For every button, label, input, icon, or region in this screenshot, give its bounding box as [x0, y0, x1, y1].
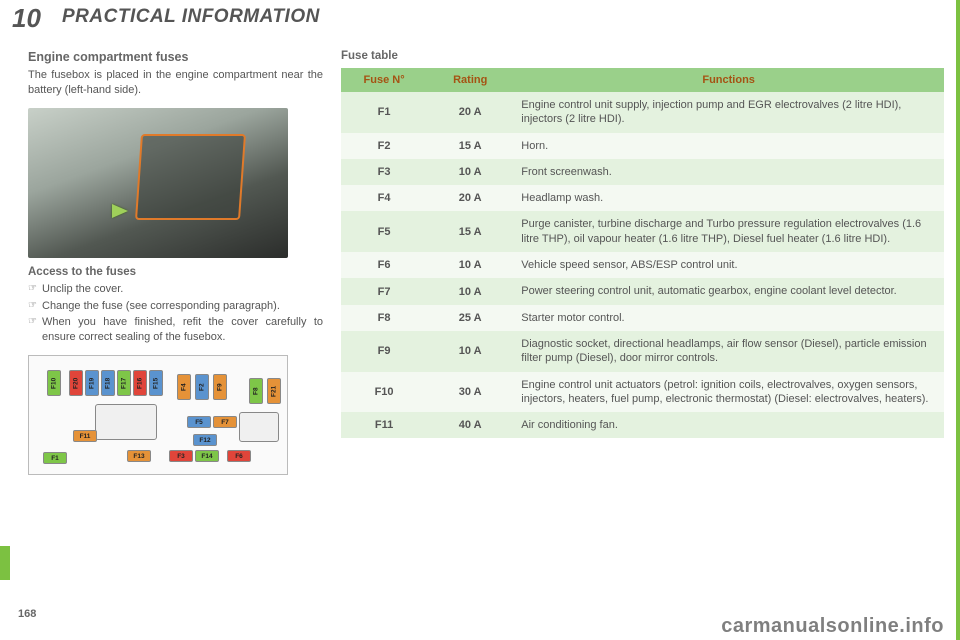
fuse-diagram-slot: F12 — [193, 434, 217, 446]
fuse-diagram-slot: F8 — [249, 378, 263, 404]
table-row: F1140 AAir conditioning fan. — [341, 412, 944, 438]
fuse-function: Engine control unit supply, injection pu… — [513, 92, 944, 133]
fuse-rating: 20 A — [427, 92, 513, 133]
fuse-number: F11 — [341, 412, 427, 438]
chapter-number: 10 — [12, 3, 41, 34]
fuse-number: F6 — [341, 252, 427, 278]
fuse-diagram-slot: F6 — [227, 450, 251, 462]
access-bullet: Unclip the cover. — [28, 282, 323, 297]
watermark: carmanualsonline.info — [721, 615, 944, 638]
fuse-rating: 40 A — [427, 412, 513, 438]
fuse-diagram-slot: F2 — [195, 374, 209, 400]
fuse-rating: 30 A — [427, 372, 513, 413]
access-bullet: When you have finished, refit the cover … — [28, 315, 323, 345]
col-functions: Functions — [513, 68, 944, 92]
fuse-rating: 15 A — [427, 211, 513, 252]
access-bullet: Change the fuse (see corresponding parag… — [28, 299, 323, 314]
fuse-function: Starter motor control. — [513, 305, 944, 331]
fuse-diagram-slot: F15 — [149, 370, 163, 396]
page-number: 168 — [18, 608, 36, 620]
fuse-number: F3 — [341, 159, 427, 185]
table-row: F710 APower steering control unit, autom… — [341, 278, 944, 304]
left-column: Engine compartment fuses The fusebox is … — [28, 50, 323, 475]
fuse-diagram-slot: F18 — [101, 370, 115, 396]
table-row: F120 AEngine control unit supply, inject… — [341, 92, 944, 133]
table-row: F1030 AEngine control unit actuators (pe… — [341, 372, 944, 413]
fuse-rating: 10 A — [427, 331, 513, 372]
fuse-diagram-slot: F11 — [73, 430, 97, 442]
fuse-number: F10 — [341, 372, 427, 413]
table-row: F215 AHorn. — [341, 133, 944, 159]
fuse-rating: 10 A — [427, 252, 513, 278]
fuse-diagram-slot: F20 — [69, 370, 83, 396]
fuse-diagram-slot: F21 — [267, 378, 281, 404]
fuse-function: Purge canister, turbine discharge and Tu… — [513, 211, 944, 252]
fuse-diagram-slot: F3 — [169, 450, 193, 462]
fuse-number: F1 — [341, 92, 427, 133]
fuse-diagram-slot: F5 — [187, 416, 211, 428]
fuse-diagram-slot: F19 — [85, 370, 99, 396]
engine-fuses-heading: Engine compartment fuses — [28, 50, 323, 64]
fuse-number: F4 — [341, 185, 427, 211]
arrow-icon — [112, 204, 128, 218]
fuse-diagram-slot: F4 — [177, 374, 191, 400]
fuse-function: Engine control unit actuators (petrol: i… — [513, 372, 944, 413]
col-rating: Rating — [427, 68, 513, 92]
fuse-rating: 25 A — [427, 305, 513, 331]
fuse-diagram-slot: F1 — [43, 452, 67, 464]
side-strip — [956, 0, 960, 640]
fuse-table-header-row: Fuse N° Rating Functions — [341, 68, 944, 92]
content-area: Engine compartment fuses The fusebox is … — [28, 50, 944, 475]
fuse-function: Air conditioning fan. — [513, 412, 944, 438]
section-tab — [0, 546, 10, 580]
table-row: F420 AHeadlamp wash. — [341, 185, 944, 211]
fuse-number: F5 — [341, 211, 427, 252]
fuse-rating: 10 A — [427, 159, 513, 185]
fuse-diagram-slot: F14 — [195, 450, 219, 462]
table-row: F610 AVehicle speed sensor, ABS/ESP cont… — [341, 252, 944, 278]
table-row: F310 AFront screenwash. — [341, 159, 944, 185]
fuse-function: Horn. — [513, 133, 944, 159]
fuse-number: F9 — [341, 331, 427, 372]
fuse-rating: 15 A — [427, 133, 513, 159]
fuse-function: Headlamp wash. — [513, 185, 944, 211]
table-row: F825 AStarter motor control. — [341, 305, 944, 331]
fuse-number: F8 — [341, 305, 427, 331]
fuse-diagram-slot: F17 — [117, 370, 131, 396]
table-row: F910 ADiagnostic socket, directional hea… — [341, 331, 944, 372]
fuse-diagram-slot: F13 — [127, 450, 151, 462]
fuse-table: Fuse N° Rating Functions F120 AEngine co… — [341, 68, 944, 438]
fuse-function: Power steering control unit, automatic g… — [513, 278, 944, 304]
engine-compartment-photo — [28, 108, 288, 258]
fuse-number: F7 — [341, 278, 427, 304]
engine-fuses-intro: The fusebox is placed in the engine comp… — [28, 68, 323, 98]
fusebox-highlight — [135, 134, 246, 220]
table-row: F515 APurge canister, turbine discharge … — [341, 211, 944, 252]
fuse-diagram-component — [95, 404, 157, 440]
access-bullets: Unclip the cover. Change the fuse (see co… — [28, 282, 323, 345]
fuse-diagram-slot: F10 — [47, 370, 61, 396]
fuse-function: Front screenwash. — [513, 159, 944, 185]
fuse-number: F2 — [341, 133, 427, 159]
fuse-function: Vehicle speed sensor, ABS/ESP control un… — [513, 252, 944, 278]
fuse-diagram-slot: F9 — [213, 374, 227, 400]
fuse-rating: 10 A — [427, 278, 513, 304]
page: 10 PRACTICAL INFORMATION Engine compartm… — [0, 0, 960, 640]
chapter-title: PRACTICAL INFORMATION — [62, 6, 320, 28]
fuse-diagram-component — [239, 412, 279, 442]
fuse-diagram-slot: F7 — [213, 416, 237, 428]
access-heading: Access to the fuses — [28, 266, 323, 278]
fuse-diagram-slot: F16 — [133, 370, 147, 396]
col-fuse-number: Fuse N° — [341, 68, 427, 92]
right-column: Fuse table Fuse N° Rating Functions F120… — [341, 50, 944, 475]
fuse-layout-diagram: F10F20F19F18F17F16F15F4F2F9F8F21F5F7F12F… — [28, 355, 288, 475]
fuse-rating: 20 A — [427, 185, 513, 211]
fuse-function: Diagnostic socket, directional headlamps… — [513, 331, 944, 372]
fuse-table-heading: Fuse table — [341, 50, 944, 62]
